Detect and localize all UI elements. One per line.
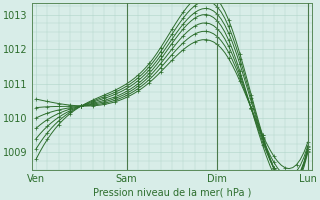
X-axis label: Pression niveau de la mer( hPa ): Pression niveau de la mer( hPa )	[93, 187, 251, 197]
